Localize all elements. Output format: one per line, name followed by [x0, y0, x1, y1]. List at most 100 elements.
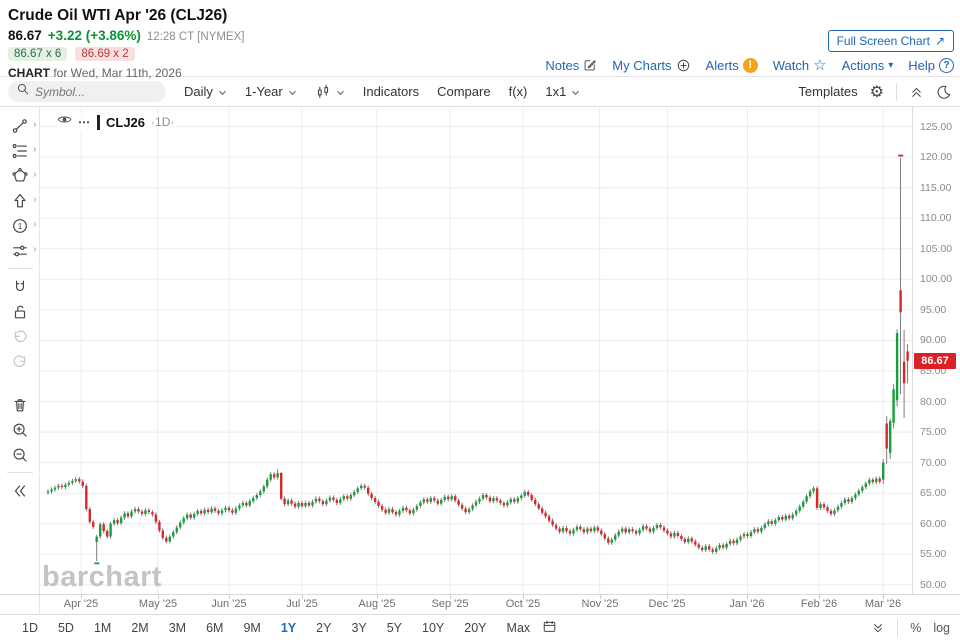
candle-body	[199, 510, 203, 514]
range-1m[interactable]: 1M	[93, 621, 112, 635]
candle-body	[179, 522, 182, 528]
expand-chevron-icon[interactable]: ›	[33, 119, 37, 130]
candle-body	[231, 510, 234, 513]
candle-body	[868, 479, 871, 484]
candle-body	[558, 528, 561, 532]
log-scale-button[interactable]: log	[933, 621, 950, 635]
range-5y[interactable]: 5Y	[386, 621, 403, 635]
period-select[interactable]: Daily	[184, 84, 227, 99]
layout-select[interactable]: 1x1	[545, 84, 580, 99]
candle-body	[60, 485, 64, 487]
watch-link[interactable]: Watch ☆	[773, 56, 827, 74]
time-tick-label: Apr '25	[63, 598, 99, 610]
alerts-link[interactable]: Alerts!	[706, 57, 758, 73]
sliders-tool[interactable]: ›	[3, 238, 37, 263]
range-20y[interactable]: 20Y	[464, 621, 487, 635]
collapse-tool[interactable]	[3, 478, 37, 503]
full-screen-chart-button[interactable]: Full Screen Chart ↗	[827, 30, 954, 52]
range-1y[interactable]: 1Y	[280, 621, 297, 635]
eye-icon[interactable]	[57, 112, 72, 132]
collapse-toolbar-icon[interactable]	[909, 84, 924, 99]
range-3m[interactable]: 3M	[168, 621, 187, 635]
symbol-search-input[interactable]	[35, 84, 145, 99]
unlock-tool[interactable]	[3, 299, 37, 324]
help-link[interactable]: Help?	[908, 57, 954, 73]
price-axis[interactable]: 50.00 55.00 60.00 65.00 70.00 75.00 80.00 85.00…	[912, 107, 960, 594]
notes-link[interactable]: Notes	[545, 58, 597, 73]
bottom-divider	[897, 619, 899, 637]
candle-body	[648, 528, 652, 532]
price-tick-label: 105.00	[920, 243, 953, 255]
candle-body	[283, 498, 286, 505]
candle-body	[892, 389, 895, 423]
chart-style-select[interactable]	[315, 84, 345, 100]
actions-link[interactable]: Actions ▾	[842, 58, 894, 73]
candle-body	[628, 529, 631, 533]
candle-body	[815, 488, 819, 508]
legend-menu-icon[interactable]: ⋯	[78, 115, 91, 129]
plot-area[interactable]: ⋯ CLJ26 ·1D· barchart	[40, 107, 912, 594]
time-tick	[523, 595, 524, 599]
range-select[interactable]: 1-Year	[245, 84, 297, 99]
dark-mode-moon-icon[interactable]	[936, 84, 952, 100]
chevrons-down-icon[interactable]	[871, 621, 885, 635]
undo-tool[interactable]	[3, 324, 37, 349]
header: Crude Oil WTI Apr '26 (CLJ26) 86.67 +3.2…	[0, 0, 960, 80]
range-6m[interactable]: 6M	[206, 621, 224, 635]
candle-body	[373, 498, 377, 502]
expand-chevron-icon[interactable]: ›	[33, 244, 37, 255]
expand-chevron-icon[interactable]: ›	[33, 169, 37, 180]
candle-body	[356, 488, 359, 492]
candlestick-chart[interactable]	[40, 107, 912, 594]
fibonacci-tool[interactable]: ›	[3, 138, 37, 163]
trash-tool[interactable]	[3, 392, 37, 417]
candle-body	[802, 501, 805, 507]
time-tick-label: Dec '25	[648, 598, 686, 610]
zoom-out-tool[interactable]	[3, 442, 37, 467]
time-axis[interactable]: Apr '25 May '25 Jun '25 Jul '25 Aug '25 Sep '…	[0, 594, 960, 615]
candle-body	[537, 504, 540, 509]
candle-body	[325, 500, 328, 505]
symbol-search[interactable]	[8, 81, 166, 102]
candle-body	[172, 532, 175, 537]
candle-body	[847, 499, 850, 502]
magnet-tool[interactable]	[3, 274, 37, 299]
range-9m[interactable]: 9M	[243, 621, 261, 635]
chart-legend[interactable]: ⋯ CLJ26 ·1D·	[54, 112, 178, 132]
expand-chevron-icon[interactable]: ›	[33, 219, 37, 230]
range-5d[interactable]: 5D	[57, 621, 74, 635]
candle-body	[50, 489, 53, 492]
candle-body	[662, 527, 666, 531]
indicators-button[interactable]: Indicators	[363, 84, 419, 99]
candle-body	[509, 499, 512, 503]
redo-tool[interactable]	[3, 349, 37, 374]
percent-scale-button[interactable]: %	[910, 621, 922, 635]
legend-symbol: CLJ26	[106, 114, 146, 130]
trendline-tool[interactable]: ›	[3, 113, 37, 138]
range-2y[interactable]: 2Y	[316, 621, 332, 635]
shapes-tool[interactable]: ›	[3, 163, 37, 188]
range-max[interactable]: Max	[506, 621, 531, 635]
range-1d[interactable]: 1D	[22, 621, 38, 635]
range-10y[interactable]: 10Y	[422, 621, 445, 635]
expand-chevron-icon[interactable]: ›	[33, 144, 37, 155]
candle-body	[579, 526, 582, 530]
calendar-icon[interactable]	[538, 617, 561, 639]
my-charts-link[interactable]: My Charts	[612, 58, 690, 73]
templates-button[interactable]: Templates	[798, 84, 858, 99]
candle-body	[760, 528, 763, 532]
settings-gear-icon[interactable]: ⚙	[869, 83, 884, 101]
zoom-in-tool[interactable]	[3, 417, 37, 442]
candle-body	[123, 513, 126, 518]
candle-body	[106, 531, 109, 537]
fx-button[interactable]: f(x)	[509, 84, 528, 99]
time-tick-label: Nov '25	[581, 598, 619, 610]
range-3y[interactable]: 3Y	[351, 621, 367, 635]
arrow-tool[interactable]: ›	[3, 188, 37, 213]
time-tick-label: Mar '26	[864, 598, 902, 610]
range-2m[interactable]: 2M	[131, 621, 149, 635]
expand-chevron-icon[interactable]: ›	[33, 194, 37, 205]
annotation-tool[interactable]: 1 ›	[3, 213, 37, 238]
compare-button[interactable]: Compare	[437, 84, 490, 99]
